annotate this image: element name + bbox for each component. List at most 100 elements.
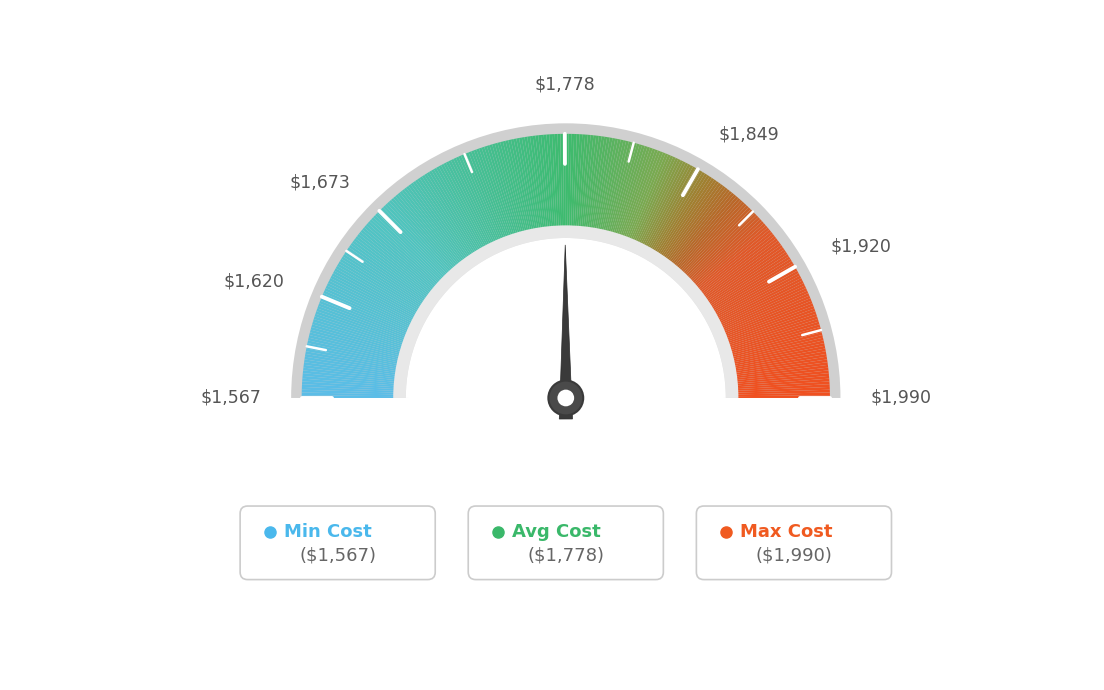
Wedge shape [391,198,454,270]
Wedge shape [378,211,445,278]
Wedge shape [638,159,681,244]
Wedge shape [415,179,469,257]
Wedge shape [732,335,822,359]
Wedge shape [373,215,443,281]
Wedge shape [506,140,529,231]
Wedge shape [538,135,550,228]
Wedge shape [319,301,406,337]
Wedge shape [698,230,771,290]
Wedge shape [312,319,403,348]
Wedge shape [448,160,491,245]
Wedge shape [552,134,559,227]
Wedge shape [320,298,407,335]
Wedge shape [677,196,739,268]
Wedge shape [306,351,397,369]
Wedge shape [530,136,544,228]
Wedge shape [728,311,816,344]
Wedge shape [304,365,396,378]
Wedge shape [709,254,789,306]
Text: Min Cost: Min Cost [284,523,371,541]
Wedge shape [599,139,620,230]
Wedge shape [291,124,840,398]
Wedge shape [450,159,493,244]
Wedge shape [381,207,447,276]
Wedge shape [513,139,533,230]
Wedge shape [736,387,830,393]
Wedge shape [302,382,395,389]
Wedge shape [630,153,668,240]
Wedge shape [408,184,465,261]
Wedge shape [406,238,725,398]
Wedge shape [571,134,577,227]
Wedge shape [722,290,808,330]
Wedge shape [655,172,705,253]
Wedge shape [683,206,749,275]
Wedge shape [687,211,754,278]
Wedge shape [535,135,548,228]
Wedge shape [432,169,480,250]
Wedge shape [364,226,436,288]
Wedge shape [670,189,730,264]
Wedge shape [734,354,827,371]
Wedge shape [570,134,574,227]
Wedge shape [309,333,400,357]
Wedge shape [348,247,425,302]
Wedge shape [726,306,815,340]
Wedge shape [644,163,688,246]
Wedge shape [342,254,423,306]
Wedge shape [310,327,401,354]
Wedge shape [614,144,643,234]
Wedge shape [647,165,693,248]
Wedge shape [735,368,828,380]
Wedge shape [702,238,778,296]
Wedge shape [454,158,495,243]
Wedge shape [578,135,588,228]
Wedge shape [327,283,412,325]
Wedge shape [662,179,716,257]
Wedge shape [546,135,555,227]
Wedge shape [456,157,496,242]
Text: $1,673: $1,673 [290,173,351,191]
Wedge shape [598,139,618,230]
Wedge shape [711,259,792,309]
Wedge shape [352,241,428,297]
Wedge shape [652,170,702,252]
Wedge shape [736,382,829,389]
Wedge shape [444,163,488,246]
Wedge shape [309,335,400,359]
Wedge shape [306,346,399,366]
Wedge shape [694,224,766,286]
FancyBboxPatch shape [240,506,435,580]
Wedge shape [640,160,683,245]
Wedge shape [627,151,664,239]
Wedge shape [302,373,395,384]
Wedge shape [362,228,435,289]
Wedge shape [585,135,598,228]
Wedge shape [543,135,553,228]
Wedge shape [575,134,583,227]
Wedge shape [429,170,479,252]
Wedge shape [689,215,758,281]
Wedge shape [339,261,420,311]
Wedge shape [370,219,439,284]
FancyBboxPatch shape [697,506,892,580]
Wedge shape [317,306,405,340]
Wedge shape [606,141,631,233]
Wedge shape [736,379,829,387]
Wedge shape [554,134,561,227]
Wedge shape [684,207,751,276]
Wedge shape [397,193,458,266]
Wedge shape [733,346,826,366]
Wedge shape [315,314,404,345]
Wedge shape [678,198,741,270]
Wedge shape [522,137,539,229]
Wedge shape [602,139,624,231]
Wedge shape [458,155,498,242]
Wedge shape [736,384,830,391]
Wedge shape [608,142,634,233]
Wedge shape [723,295,810,333]
Wedge shape [328,281,413,324]
Wedge shape [314,316,403,347]
Wedge shape [715,268,797,315]
Wedge shape [471,150,506,238]
